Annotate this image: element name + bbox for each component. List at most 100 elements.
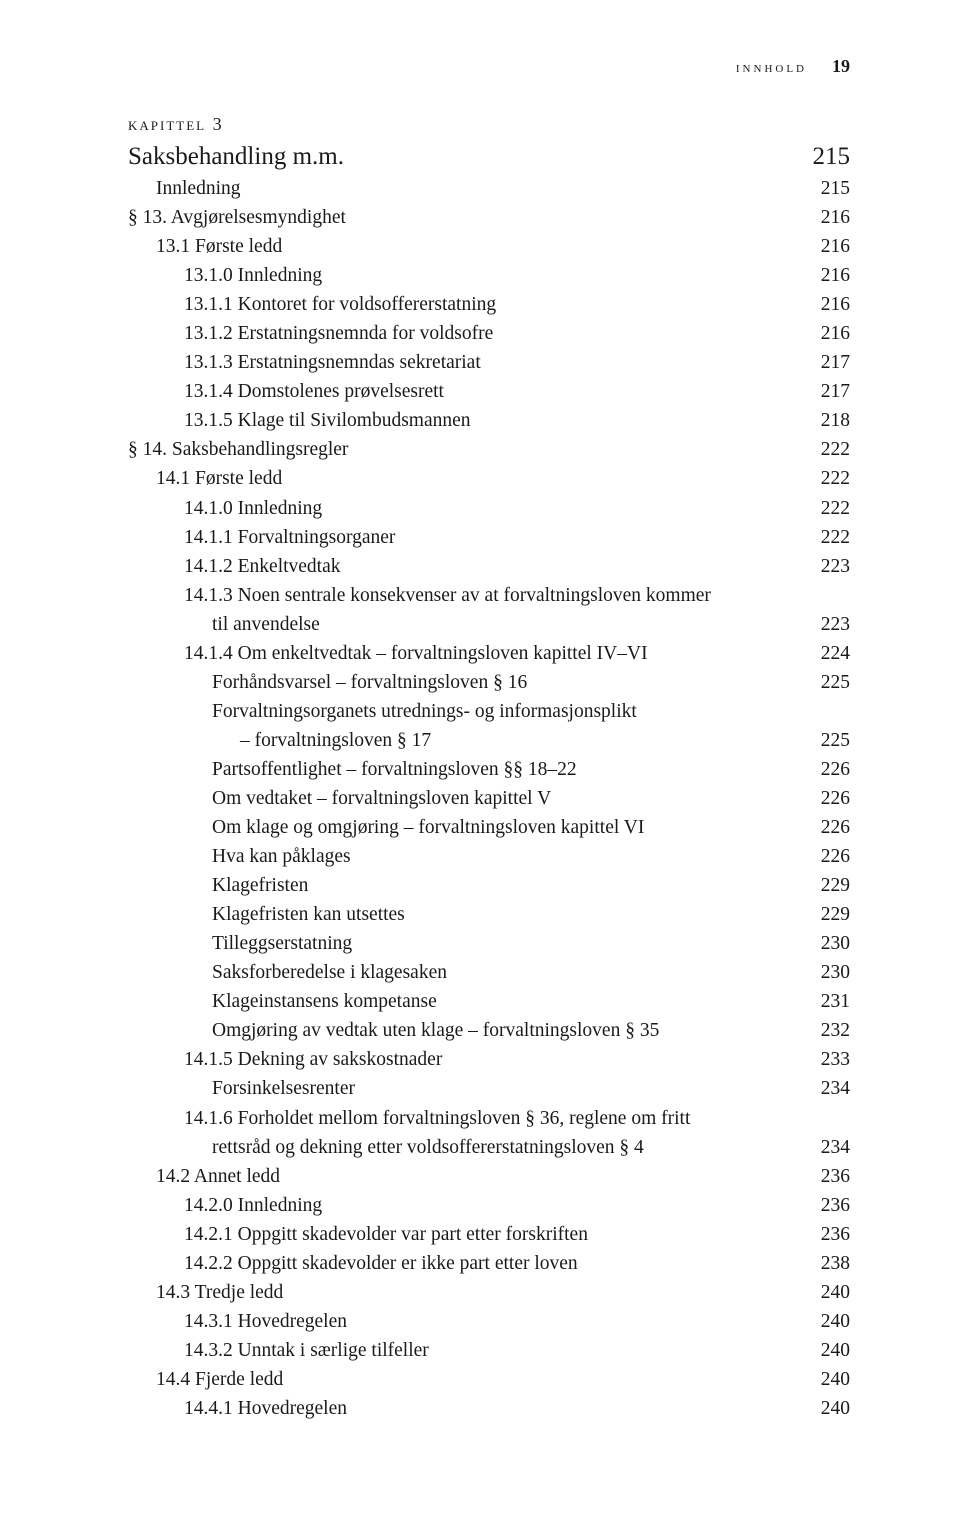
- toc-entry: 14.4.1 Hovedregelen240: [128, 1394, 850, 1423]
- toc-entry: Klageinstansens kompetanse 231: [128, 987, 850, 1016]
- toc-entry-page: 232: [810, 1016, 850, 1045]
- toc-entry-label: 14.1.2 Enkeltvedtak: [184, 552, 341, 581]
- toc-entry: 13.1.3 Erstatningsnemndas sekretariat217: [128, 348, 850, 377]
- toc-entry-page: 236: [810, 1162, 850, 1191]
- toc-entry-label: Forhåndsvarsel – forvaltningsloven § 16: [212, 668, 527, 697]
- toc-entry-page: 231: [810, 987, 850, 1016]
- toc-entry-label: 13.1.4 Domstolenes prøvelsesrett: [184, 377, 444, 406]
- toc-entry: Forsinkelsesrenter 234: [128, 1074, 850, 1103]
- toc-entry-continuation: – forvaltningsloven § 17: [240, 726, 431, 755]
- toc-entry-label: 13.1.5 Klage til Sivilombudsmannen: [184, 406, 471, 435]
- toc-entry-label: Saksforberedelse i klagesaken: [212, 958, 447, 987]
- toc-entry-continuation: rettsråd og dekning etter voldsoffererst…: [212, 1133, 644, 1162]
- toc-entry: 14.1.3 Noen sentrale konsekvenser av at …: [128, 581, 850, 639]
- toc-entry: 14.1.6 Forholdet mellom forvaltningslove…: [128, 1104, 850, 1162]
- toc-entry-page: 223: [810, 610, 850, 639]
- toc-entry-page: 224: [810, 639, 850, 668]
- toc-entry-page: 223: [810, 552, 850, 581]
- toc-entry: § 13. Avgjørelsesmyndighet 216: [128, 203, 850, 232]
- toc-entry-page: 238: [810, 1249, 850, 1278]
- toc-entry-label: § 14. Saksbehandlingsregler: [128, 435, 348, 464]
- toc-entry-label: Forsinkelsesrenter: [212, 1074, 355, 1103]
- toc-entry-label: 14.1.6 Forholdet mellom forvaltningslove…: [184, 1104, 850, 1133]
- toc-entry-label: Klagefristen: [212, 871, 308, 900]
- toc-entry-page: 226: [810, 813, 850, 842]
- toc-list: Saksbehandling m.m.215Innledning215§ 13.…: [128, 139, 850, 1423]
- toc-entry: Forhåndsvarsel – forvaltningsloven § 162…: [128, 668, 850, 697]
- toc-entry-page: 226: [810, 842, 850, 871]
- toc-entry-page: 222: [810, 523, 850, 552]
- toc-entry-page: 222: [810, 435, 850, 464]
- toc-entry: § 14. Saksbehandlingsregler 222: [128, 435, 850, 464]
- toc-entry-label: 14.2.1 Oppgitt skadevolder var part ette…: [184, 1220, 588, 1249]
- toc-entry-label: 14.2.0 Innledning: [184, 1191, 322, 1220]
- toc-entry-label: Saksbehandling m.m.: [128, 139, 344, 174]
- toc-entry-page: 215: [810, 139, 850, 174]
- toc-entry-label: § 13. Avgjørelsesmyndighet: [128, 203, 346, 232]
- toc-entry: 14.2.0 Innledning 236: [128, 1191, 850, 1220]
- toc-entry-page: 230: [810, 958, 850, 987]
- toc-entry-label: 14.3.1 Hovedregelen: [184, 1307, 347, 1336]
- toc-entry-label: 14.2 Annet ledd: [156, 1162, 280, 1191]
- toc-entry-label: Om vedtaket – forvaltningsloven kapittel…: [212, 784, 551, 813]
- toc-entry: 14.1 Første ledd 222: [128, 464, 850, 493]
- toc-entry-label: 14.1 Første ledd: [156, 464, 282, 493]
- running-head: innhold 19: [736, 56, 850, 77]
- toc-entry-label: Klageinstansens kompetanse: [212, 987, 437, 1016]
- toc-entry: 14.3 Tredje ledd240: [128, 1278, 850, 1307]
- toc-entry: 13.1.1 Kontoret for voldsoffererstatning…: [128, 290, 850, 319]
- toc-entry-label: Forvaltningsorganets utrednings- og info…: [212, 697, 850, 726]
- toc-entry-label: 14.4 Fjerde ledd: [156, 1365, 283, 1394]
- toc-entry-page: 234: [810, 1074, 850, 1103]
- toc-entry: 14.3.1 Hovedregelen 240: [128, 1307, 850, 1336]
- toc-entry-label: Hva kan påklages: [212, 842, 351, 871]
- toc-entry-label: Innledning: [156, 174, 240, 203]
- toc-entry-label: 14.1.4 Om enkeltvedtak – forvaltningslov…: [184, 639, 648, 668]
- toc-entry: Hva kan påklages 226: [128, 842, 850, 871]
- toc-entry: 13.1.4 Domstolenes prøvelsesrett217: [128, 377, 850, 406]
- toc-entry-page: 226: [810, 784, 850, 813]
- toc-entry: Innledning 215: [128, 174, 850, 203]
- toc-entry-page: 217: [810, 348, 850, 377]
- toc-entry-page: 216: [810, 203, 850, 232]
- toc-entry: 14.1.5 Dekning av sakskostnader 233: [128, 1045, 850, 1074]
- chapter-label: kapittel 3: [128, 114, 850, 135]
- toc-entry-label: Omgjøring av vedtak uten klage – forvalt…: [212, 1016, 659, 1045]
- toc-entry-label: 14.1.5 Dekning av sakskostnader: [184, 1045, 442, 1074]
- toc-entry: Om klage og omgjøring – forvaltningslove…: [128, 813, 850, 842]
- toc-entry-page: 233: [810, 1045, 850, 1074]
- toc-entry-page: 229: [810, 871, 850, 900]
- toc-entry-label: 13.1 Første ledd: [156, 232, 282, 261]
- toc-entry: 13.1.5 Klage til Sivilombudsmannen218: [128, 406, 850, 435]
- toc-entry-page: 240: [810, 1307, 850, 1336]
- toc-entry: Tilleggserstatning230: [128, 929, 850, 958]
- toc-entry-label: 14.2.2 Oppgitt skadevolder er ikke part …: [184, 1249, 578, 1278]
- toc-entry: Saksforberedelse i klagesaken 230: [128, 958, 850, 987]
- toc-entry: 13.1.2 Erstatningsnemnda for voldsofre21…: [128, 319, 850, 348]
- toc-entry: 14.2.2 Oppgitt skadevolder er ikke part …: [128, 1249, 850, 1278]
- toc-entry: 13.1 Første ledd 216: [128, 232, 850, 261]
- toc-entry-page: 215: [810, 174, 850, 203]
- toc-entry: 14.3.2 Unntak i særlige tilfeller 240: [128, 1336, 850, 1365]
- toc-entry-label: Klagefristen kan utsettes: [212, 900, 405, 929]
- toc-entry-label: 14.1.1 Forvaltningsorganer: [184, 523, 395, 552]
- toc-entry: Partsoffentlighet – forvaltningsloven §§…: [128, 755, 850, 784]
- toc-entry-page: 222: [810, 494, 850, 523]
- toc-entry-page: 236: [810, 1220, 850, 1249]
- toc-entry: 14.1.2 Enkeltvedtak 223: [128, 552, 850, 581]
- running-head-page: 19: [832, 56, 850, 76]
- toc-entry-page: 240: [810, 1336, 850, 1365]
- toc-entry-label: 14.3.2 Unntak i særlige tilfeller: [184, 1336, 429, 1365]
- toc-entry-page: 225: [810, 726, 850, 755]
- toc-entry-label: 13.1.0 Innledning: [184, 261, 322, 290]
- toc-entry-label: 13.1.2 Erstatningsnemnda for voldsofre: [184, 319, 493, 348]
- toc-entry-page: 222: [810, 464, 850, 493]
- toc-entry: 14.4 Fjerde ledd 240: [128, 1365, 850, 1394]
- toc-entry-page: 236: [810, 1191, 850, 1220]
- toc-entry: Klagefristen 229: [128, 871, 850, 900]
- toc-entry: Klagefristen kan utsettes229: [128, 900, 850, 929]
- toc-entry-page: 216: [810, 232, 850, 261]
- toc-entry-page: 240: [810, 1365, 850, 1394]
- toc-entry-label: 14.3 Tredje ledd: [156, 1278, 283, 1307]
- toc-entry-page: 234: [810, 1133, 850, 1162]
